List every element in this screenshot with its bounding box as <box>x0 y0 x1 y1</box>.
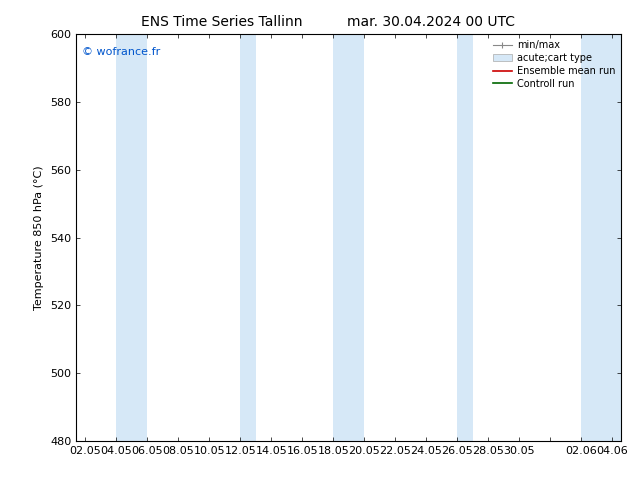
Legend: min/max, acute;cart type, Ensemble mean run, Controll run: min/max, acute;cart type, Ensemble mean … <box>489 36 619 93</box>
Text: mar. 30.04.2024 00 UTC: mar. 30.04.2024 00 UTC <box>347 15 515 29</box>
Y-axis label: Temperature 850 hPa (°C): Temperature 850 hPa (°C) <box>34 165 44 310</box>
Bar <box>333 34 364 441</box>
Text: © wofrance.fr: © wofrance.fr <box>82 47 160 56</box>
Bar <box>581 34 628 441</box>
Bar <box>457 34 472 441</box>
Text: ENS Time Series Tallinn: ENS Time Series Tallinn <box>141 15 302 29</box>
Bar <box>240 34 256 441</box>
Bar <box>117 34 147 441</box>
